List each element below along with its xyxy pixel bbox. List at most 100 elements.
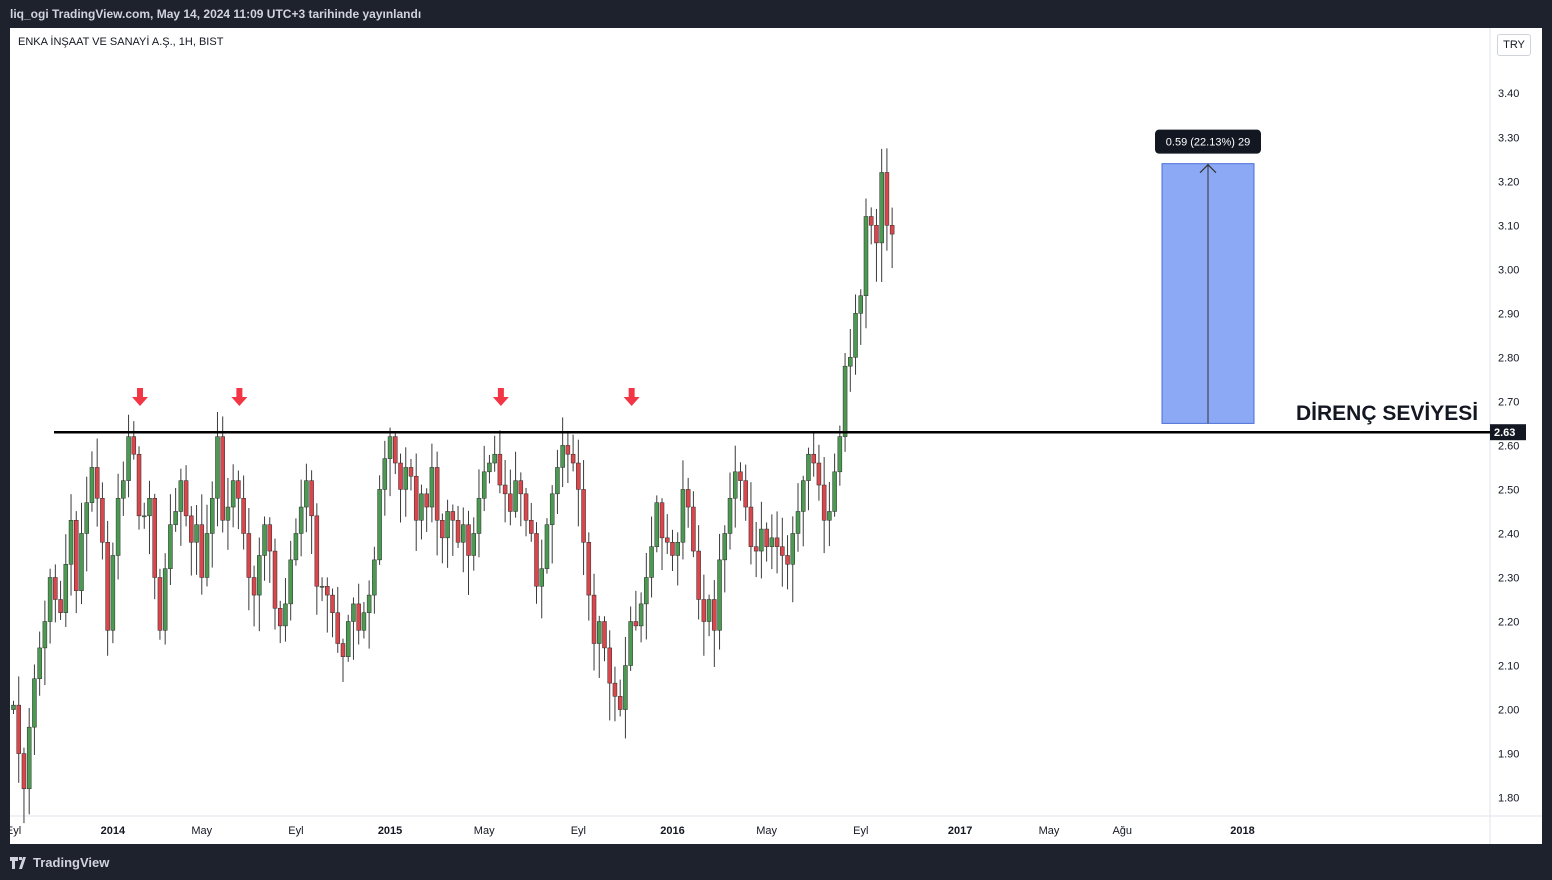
candle-body: [105, 542, 110, 631]
candle-body: [79, 533, 84, 591]
candle-body: [262, 524, 267, 556]
candle-body: [340, 643, 346, 657]
candle-body: [649, 546, 654, 578]
candle-body: [800, 480, 806, 512]
candle-body: [837, 436, 843, 473]
chart-frame[interactable]: 1.80 1.90 2.00 2.10 2.20 2.30 2.40 2.50 2.60 2.70…: [10, 28, 1542, 844]
y-tick-label: 2.30: [1498, 572, 1519, 584]
candle-body: [617, 696, 623, 710]
candle-body: [764, 528, 769, 547]
candle-body: [476, 497, 482, 534]
x-tick-label: 2015: [378, 825, 402, 837]
publish-info-text: liq_ogi TradingView.com, May 14, 2024 11…: [10, 7, 422, 21]
tradingview-logo[interactable]: TradingView: [10, 855, 109, 870]
candle-body: [330, 594, 335, 613]
candle-body: [769, 537, 775, 547]
y-tick-label: 3.10: [1498, 220, 1519, 232]
candle-body: [434, 467, 440, 521]
candle-body: [544, 524, 550, 569]
candle-body: [246, 533, 252, 578]
candle-body: [168, 524, 173, 569]
candle-body: [623, 665, 628, 710]
candle-body: [68, 519, 74, 565]
candle-body: [518, 480, 524, 495]
candle-body: [513, 480, 518, 512]
candle-body: [408, 467, 414, 477]
candle-body: [889, 225, 895, 235]
candle-body: [26, 726, 32, 790]
candle-body: [115, 497, 121, 556]
candle-body: [549, 493, 555, 525]
candle-body: [832, 471, 837, 512]
candle-body: [785, 555, 790, 565]
candle-body: [183, 480, 189, 517]
candle-body: [220, 436, 225, 521]
candle-body: [147, 497, 152, 517]
symbol-title: ENKA İNŞAAT VE SANAYİ A.Ş., 1H, BIST: [18, 36, 224, 48]
footer-bar: [0, 844, 1552, 880]
candle-body: [53, 577, 58, 600]
candle-body: [455, 519, 461, 543]
candle-body: [738, 471, 743, 481]
candle-body: [199, 524, 205, 578]
candle-body: [806, 453, 811, 481]
candle-body: [529, 519, 534, 534]
publish-bar: liq_ogi TradingView.com, May 14, 2024 11…: [0, 0, 1552, 28]
candle-body: [21, 753, 27, 790]
candle-body: [743, 480, 748, 508]
candle-body: [570, 453, 576, 464]
y-tick-label: 2.00: [1498, 705, 1519, 717]
x-tick-label: 2014: [101, 825, 126, 837]
candle-body: [597, 621, 602, 644]
candle-body: [63, 564, 69, 613]
candle-body: [853, 313, 858, 358]
candle-body: [816, 462, 822, 486]
candle-body: [194, 524, 199, 543]
candle-body: [309, 480, 314, 517]
x-tick-label: Eyl: [853, 825, 868, 837]
candle-body: [879, 172, 884, 244]
y-tick-label: 2.90: [1498, 308, 1519, 320]
candle-body: [712, 599, 717, 631]
candle-body: [136, 453, 142, 517]
candle-body: [11, 704, 16, 710]
candle-body: [277, 608, 283, 627]
candle-body: [126, 436, 131, 481]
candle-body: [868, 216, 874, 226]
candle-body: [780, 546, 785, 556]
candle-body: [215, 436, 220, 499]
measure-label: 0.59 (22.13%) 29: [1166, 137, 1250, 149]
candle-body: [314, 515, 320, 587]
candle-body: [298, 506, 304, 534]
candlestick-chart[interactable]: 1.80 1.90 2.00 2.10 2.20 2.30 2.40 2.50 2.60 2.70…: [10, 28, 1542, 844]
candle-body: [748, 506, 754, 547]
candle-body: [774, 537, 780, 547]
x-tick-label: May: [474, 825, 495, 837]
candle-body: [858, 295, 864, 314]
candle-body: [288, 559, 293, 605]
y-tick-label: 3.00: [1498, 264, 1519, 276]
candle-body: [523, 493, 529, 521]
candle-body: [576, 462, 581, 490]
currency-label[interactable]: TRY: [1497, 34, 1531, 56]
candle-body: [722, 533, 728, 561]
candle-body: [696, 550, 701, 600]
resistance-price-tag: [1490, 424, 1526, 441]
candle-body: [47, 577, 53, 622]
candle-body: [84, 502, 89, 534]
candle-body: [706, 599, 712, 622]
candle-body: [162, 568, 168, 631]
candle-body: [241, 497, 246, 534]
candle-body: [539, 568, 544, 587]
tradingview-logo-icon: [10, 857, 26, 869]
candle-body: [382, 458, 388, 490]
resistance-touch-arrow: [623, 388, 640, 406]
candle-body: [32, 678, 37, 728]
x-tick-label: May: [1039, 825, 1060, 837]
y-tick-label: 2.50: [1498, 484, 1519, 496]
candle-body: [665, 537, 670, 543]
candle-body: [654, 502, 660, 547]
candle-body: [42, 621, 48, 649]
y-tick-label: 1.90: [1498, 749, 1519, 761]
candle-body: [189, 515, 194, 543]
